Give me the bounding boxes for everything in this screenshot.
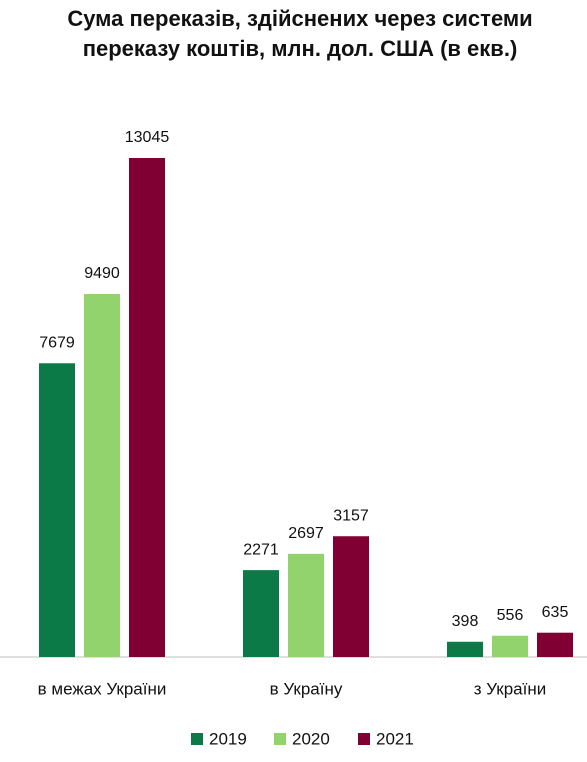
data-label: 556 bbox=[497, 607, 524, 624]
data-label: 3157 bbox=[333, 507, 369, 524]
bar bbox=[447, 641, 483, 657]
bar bbox=[492, 635, 528, 657]
bar bbox=[288, 553, 324, 657]
bar bbox=[129, 158, 165, 657]
bar bbox=[537, 632, 573, 657]
legend-swatch bbox=[358, 733, 370, 745]
data-label: 2271 bbox=[243, 541, 279, 558]
legend-swatch bbox=[274, 733, 286, 745]
legend-swatch bbox=[191, 733, 203, 745]
x-tick-label: в Україну bbox=[270, 679, 343, 698]
bar bbox=[84, 293, 120, 657]
data-label: 9490 bbox=[84, 265, 120, 282]
data-label: 7679 bbox=[39, 334, 75, 351]
chart-title: Сума переказів, здійснених через системи… bbox=[67, 6, 533, 61]
data-label: 2697 bbox=[288, 525, 324, 542]
bar bbox=[333, 536, 369, 657]
data-label: 13045 bbox=[125, 129, 170, 146]
data-label: 635 bbox=[542, 604, 569, 621]
legend-label: 2019 bbox=[209, 729, 247, 748]
data-label: 398 bbox=[452, 613, 479, 630]
legend-label: 2021 bbox=[376, 729, 414, 748]
x-tick-label: з України bbox=[474, 679, 547, 698]
x-tick-label: в межах України bbox=[38, 679, 167, 698]
bar bbox=[243, 570, 279, 657]
legend-label: 2020 bbox=[292, 729, 330, 748]
bar bbox=[39, 363, 75, 657]
